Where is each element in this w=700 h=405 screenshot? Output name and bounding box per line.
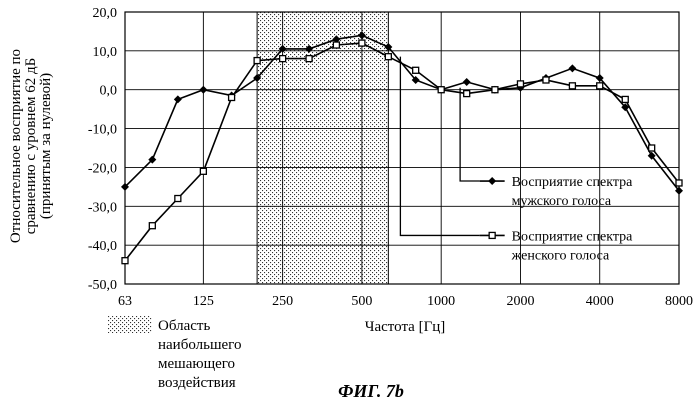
shaded-region-label-line-1: Область bbox=[158, 318, 210, 334]
y-axis-label-line-2: сравнению с уровнем 62 дБ bbox=[23, 58, 39, 235]
legend-label-male-line-1: Восприятие спектра bbox=[512, 175, 633, 190]
x-tick-label: 63 bbox=[118, 294, 132, 309]
figure-canvas: -50,0 -40,0 -30,0 -20,0 -10,0 0,0 10,0 20,0 63 1… bbox=[0, 0, 700, 405]
data-point-diamond bbox=[199, 86, 207, 94]
data-point-square bbox=[254, 58, 260, 64]
y-tick-label: 0,0 bbox=[100, 84, 118, 99]
series-line bbox=[125, 43, 679, 261]
shaded-region-label-line-2: наибольшего bbox=[158, 337, 241, 353]
x-tick-label: 2000 bbox=[506, 294, 534, 309]
data-point-square bbox=[597, 83, 603, 89]
x-tick-label: 1000 bbox=[427, 294, 455, 309]
legend-label-female-line-1: Восприятие спектра bbox=[512, 229, 633, 244]
x-tick-label: 125 bbox=[193, 294, 214, 309]
y-axis-label-line-3: (принятым за нулевой) bbox=[38, 73, 54, 219]
data-point-diamond bbox=[568, 64, 576, 72]
data-point-square bbox=[122, 258, 128, 264]
data-point-square bbox=[359, 40, 365, 46]
data-point-square bbox=[517, 81, 523, 87]
x-tick-label: 8000 bbox=[665, 294, 693, 309]
data-point-square bbox=[413, 67, 419, 73]
data-point-square bbox=[464, 91, 470, 97]
y-tick-label: -30,0 bbox=[88, 200, 117, 215]
data-point-square bbox=[175, 196, 181, 202]
y-tick-label: -50,0 bbox=[88, 278, 117, 293]
data-point-square bbox=[306, 56, 312, 62]
data-point-square bbox=[543, 77, 549, 83]
y-tick-label: -10,0 bbox=[88, 123, 117, 138]
data-point-diamond bbox=[174, 95, 182, 103]
y-axis-label: Относительное восприятие по сравнению с … bbox=[8, 49, 54, 243]
y-tick-label: 10,0 bbox=[93, 45, 118, 60]
data-point-square bbox=[492, 87, 498, 93]
data-point-square bbox=[333, 42, 339, 48]
y-tick-labels: -50,0 -40,0 -30,0 -20,0 -10,0 0,0 10,0 20,0 bbox=[88, 6, 117, 293]
data-point-square bbox=[438, 87, 444, 93]
data-point-square bbox=[622, 96, 628, 102]
interference-region bbox=[257, 12, 388, 284]
y-tick-label: -40,0 bbox=[88, 239, 117, 254]
data-point-square bbox=[280, 56, 286, 62]
y-tick-label: 20,0 bbox=[93, 6, 118, 21]
interference-region-layer bbox=[257, 12, 388, 284]
data-point-square bbox=[229, 94, 235, 100]
x-tick-label: 4000 bbox=[586, 294, 614, 309]
x-tick-label: 500 bbox=[351, 294, 372, 309]
figure-caption: ФИГ. 7b bbox=[338, 381, 404, 401]
data-point-square bbox=[676, 180, 682, 186]
y-tick-label: -20,0 bbox=[88, 161, 117, 176]
data-point-diamond bbox=[463, 78, 471, 86]
data-point-square bbox=[569, 83, 575, 89]
legend-label-female-line-2: женского голоса bbox=[511, 248, 610, 263]
data-point-square bbox=[149, 223, 155, 229]
legend-marker-male bbox=[488, 177, 496, 185]
x-tick-label: 250 bbox=[272, 294, 293, 309]
shaded-region-swatch bbox=[108, 316, 152, 333]
x-axis-label: Частота [Гц] bbox=[365, 319, 446, 335]
shaded-region-label-line-4: воздействия bbox=[158, 375, 236, 391]
x-tick-labels: 63 125 250 500 1000 2000 4000 8000 bbox=[118, 294, 693, 309]
y-axis-label-line-1: Относительное восприятие по bbox=[8, 49, 24, 243]
data-point-square bbox=[200, 168, 206, 174]
legend-label-male-line-2: мужского голоса bbox=[512, 194, 612, 209]
shaded-region-label-line-3: мешающего bbox=[158, 356, 235, 372]
data-point-square bbox=[385, 54, 391, 60]
legend-marker-female bbox=[489, 232, 495, 238]
data-point-square bbox=[649, 145, 655, 151]
